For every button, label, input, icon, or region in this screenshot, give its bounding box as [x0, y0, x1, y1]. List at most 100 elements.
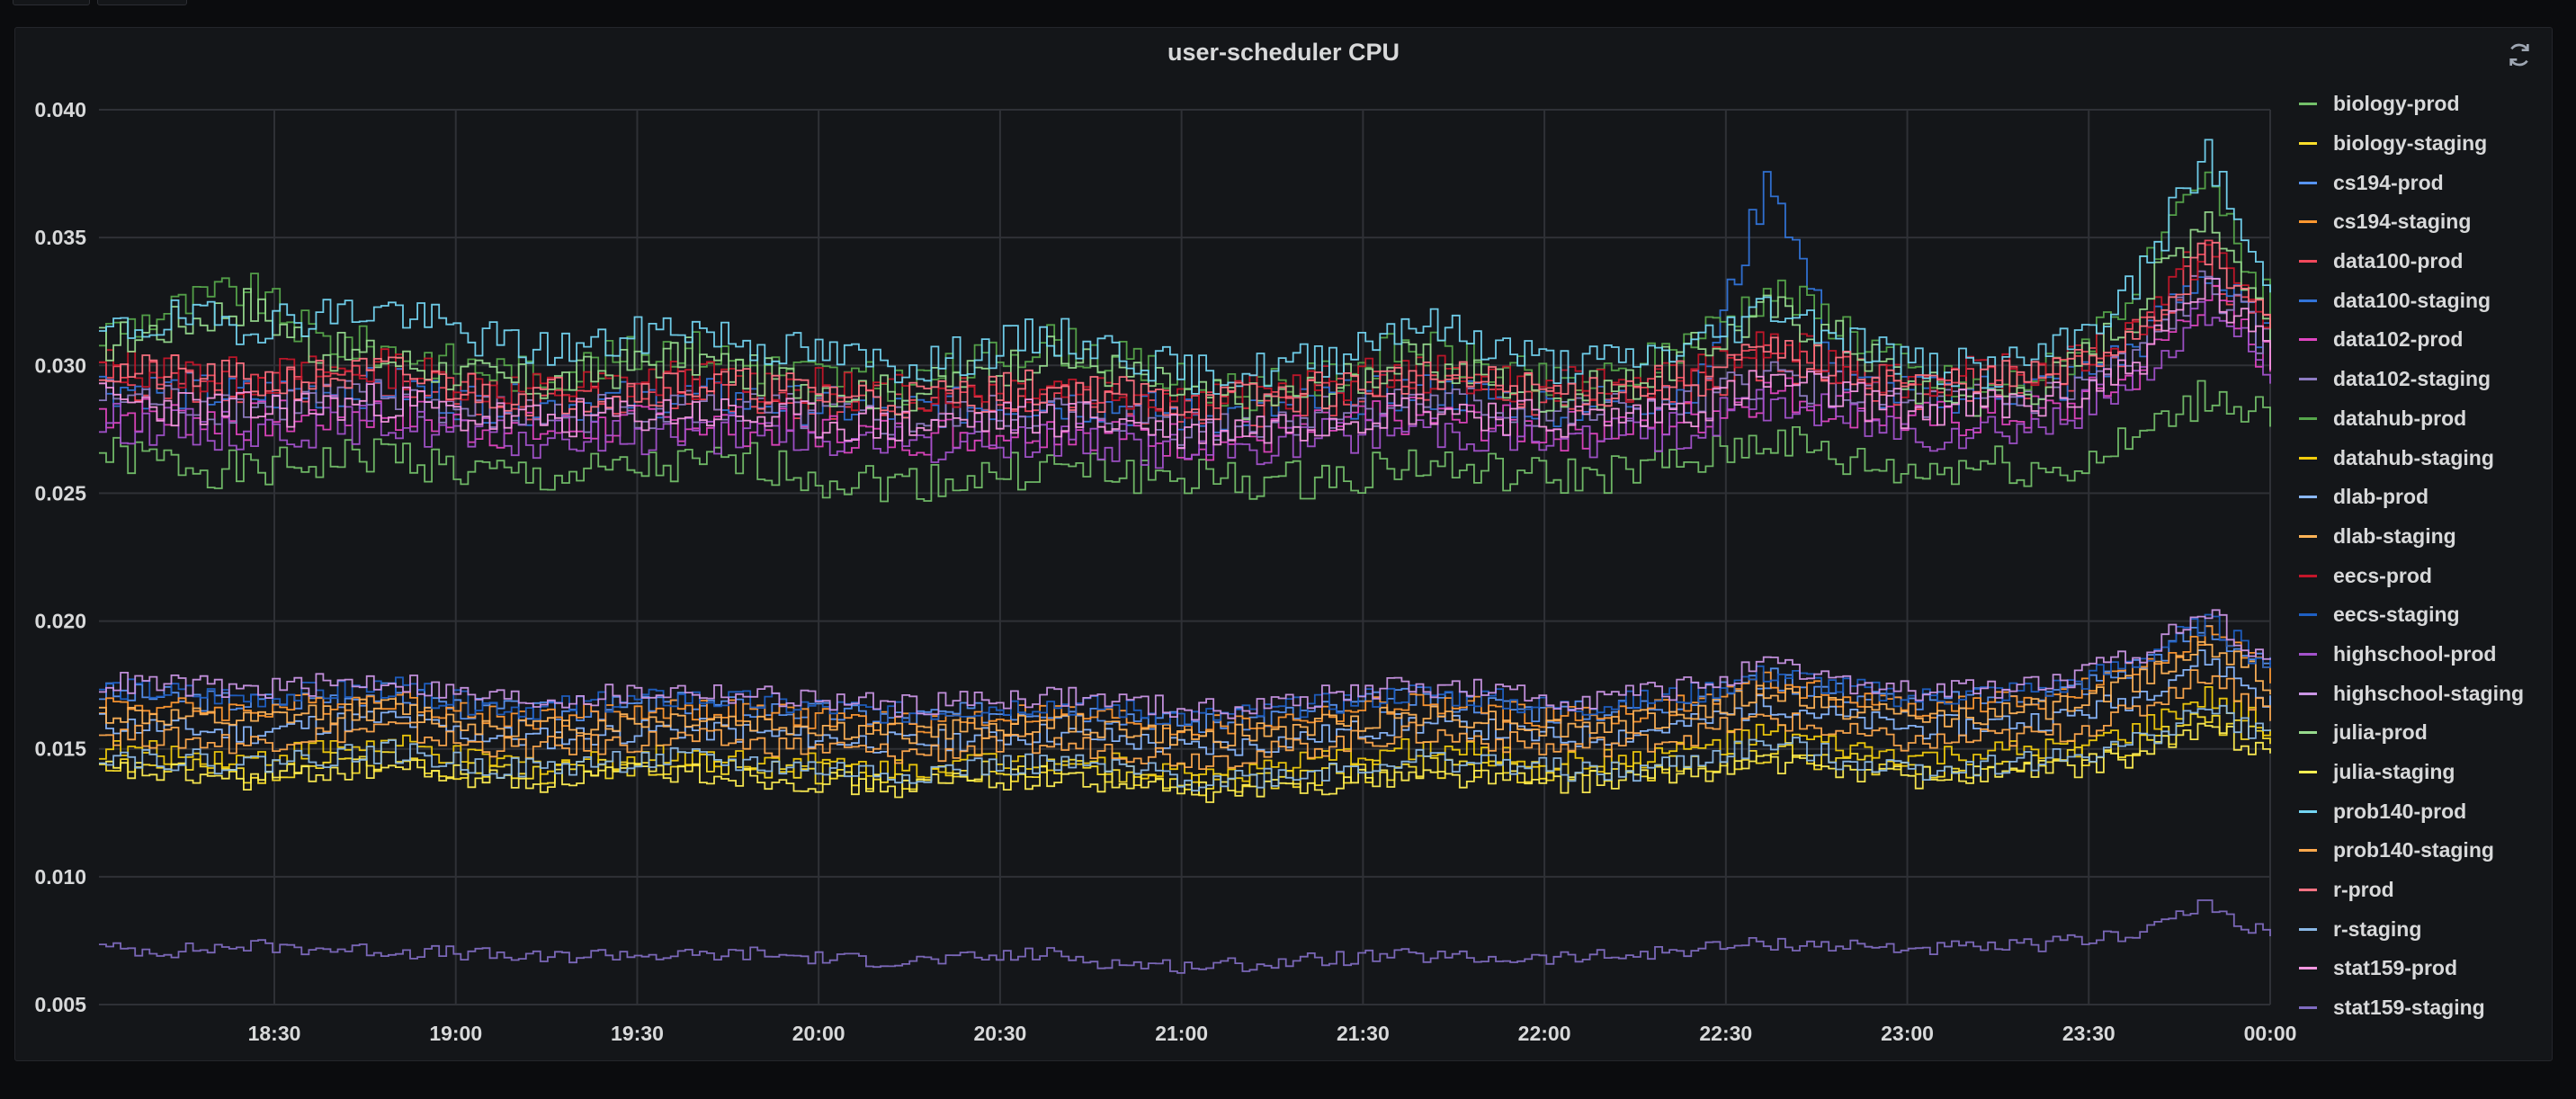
legend-item-eecs-staging[interactable]: eecs-staging — [2299, 595, 2542, 635]
series-line-eecs-prod — [99, 244, 2271, 419]
y-tick-label: 0.010 — [34, 865, 86, 889]
panel-title: user-scheduler CPU — [1167, 39, 1400, 66]
x-tick-label: 23:00 — [1881, 1022, 1934, 1045]
legend-label: prob140-staging — [2333, 838, 2494, 862]
legend-item-highschool-prod[interactable]: highschool-prod — [2299, 635, 2542, 675]
legend-item-julia-prod[interactable]: julia-prod — [2299, 713, 2542, 753]
legend-label: r-prod — [2333, 878, 2394, 902]
x-tick-label: 19:00 — [429, 1022, 482, 1045]
legend-label: data100-staging — [2333, 288, 2491, 312]
legend-item-prob140-staging[interactable]: prob140-staging — [2299, 831, 2542, 871]
legend-label: biology-staging — [2333, 131, 2488, 156]
legend-item-stat159-prod[interactable]: stat159-prod — [2299, 949, 2542, 988]
legend-item-stat159-staging[interactable]: stat159-staging — [2299, 988, 2542, 1028]
legend-swatch — [2299, 456, 2317, 460]
series-line-dlab-staging — [99, 640, 2271, 749]
x-tick-label: 23:30 — [2062, 1022, 2115, 1045]
legend-item-cs194-prod[interactable]: cs194-prod — [2299, 163, 2542, 202]
legend-item-r-staging[interactable]: r-staging — [2299, 909, 2542, 949]
legend-label: prob140-prod — [2333, 799, 2467, 823]
legend-label: data100-prod — [2333, 249, 2464, 273]
legend: biology-prod biology-staging cs194-prod cs1… — [2299, 85, 2542, 1028]
legend-label: datahub-staging — [2333, 445, 2494, 469]
legend-label: julia-staging — [2333, 760, 2455, 784]
x-tick-label: 00:00 — [2244, 1022, 2297, 1045]
legend-label: biology-prod — [2333, 92, 2460, 116]
legend-item-highschool-staging[interactable]: highschool-staging — [2299, 674, 2542, 713]
legend-item-data100-staging[interactable]: data100-staging — [2299, 281, 2542, 320]
legend-swatch — [2299, 378, 2317, 381]
x-tick-label: 18:30 — [248, 1022, 301, 1045]
series-line-julia-prod — [99, 211, 2271, 421]
legend-swatch — [2299, 299, 2317, 302]
legend-label: eecs-prod — [2333, 563, 2432, 587]
x-tick-label: 19:30 — [611, 1022, 664, 1045]
y-tick-label: 0.040 — [34, 98, 86, 121]
chart-panel: user-scheduler CPU — [14, 27, 2553, 1061]
legend-item-r-prod[interactable]: r-prod — [2299, 871, 2542, 910]
y-tick-label: 0.020 — [34, 610, 86, 633]
series-line-highschool-staging — [99, 609, 2271, 721]
legend-swatch — [2299, 652, 2317, 656]
legend-label: dlab-staging — [2333, 523, 2456, 548]
legend-label: dlab-prod — [2333, 485, 2429, 509]
legend-label: datahub-prod — [2333, 406, 2467, 430]
series-line-r-prod — [99, 241, 2271, 421]
legend-swatch — [2299, 496, 2317, 499]
legend-swatch — [2299, 613, 2317, 617]
legend-swatch — [2299, 534, 2317, 538]
legend-item-datahub-staging[interactable]: datahub-staging — [2299, 438, 2542, 478]
legend-item-data102-prod[interactable]: data102-prod — [2299, 320, 2542, 360]
x-tick-label: 21:30 — [1337, 1022, 1390, 1045]
legend-item-dlab-prod[interactable]: dlab-prod — [2299, 478, 2542, 517]
legend-label: stat159-prod — [2333, 956, 2458, 980]
series-line-prob140-staging — [99, 669, 2271, 770]
legend-item-data102-staging[interactable]: data102-staging — [2299, 360, 2542, 399]
legend-item-eecs-prod[interactable]: eecs-prod — [2299, 556, 2542, 595]
legend-swatch — [2299, 771, 2317, 774]
series-line-r-staging — [99, 704, 2271, 791]
legend-swatch — [2299, 1006, 2317, 1010]
series-line-biology-prod — [99, 380, 2271, 503]
legend-label: julia-prod — [2333, 720, 2428, 745]
legend-swatch — [2299, 220, 2317, 224]
top-tab-2[interactable] — [97, 0, 187, 5]
top-tab-1[interactable] — [13, 0, 90, 5]
x-tick-label: 21:00 — [1155, 1022, 1208, 1045]
legend-item-biology-staging[interactable]: biology-staging — [2299, 124, 2542, 164]
legend-label: eecs-staging — [2333, 603, 2460, 627]
legend-item-prob140-prod[interactable]: prob140-prod — [2299, 791, 2542, 831]
legend-label: data102-prod — [2333, 327, 2464, 352]
legend-label: r-staging — [2333, 916, 2422, 941]
legend-label: data102-staging — [2333, 367, 2491, 391]
refresh-icon[interactable] — [2505, 40, 2534, 69]
legend-item-dlab-staging[interactable]: dlab-staging — [2299, 517, 2542, 557]
legend-swatch — [2299, 927, 2317, 931]
legend-swatch — [2299, 181, 2317, 184]
y-tick-label: 0.030 — [34, 353, 86, 377]
legend-item-julia-staging[interactable]: julia-staging — [2299, 753, 2542, 792]
x-tick-label: 22:00 — [1518, 1022, 1571, 1045]
legend-item-data100-prod[interactable]: data100-prod — [2299, 242, 2542, 281]
y-tick-label: 0.015 — [34, 737, 86, 761]
legend-item-biology-prod[interactable]: biology-prod — [2299, 85, 2542, 124]
series-line-stat159-prod — [99, 277, 2271, 450]
y-tick-label: 0.025 — [34, 481, 86, 505]
x-tick-label: 20:00 — [792, 1022, 845, 1045]
legend-swatch — [2299, 889, 2317, 892]
legend-label: highschool-staging — [2333, 681, 2525, 705]
legend-item-cs194-staging[interactable]: cs194-staging — [2299, 202, 2542, 242]
legend-swatch — [2299, 849, 2317, 853]
series-line-prob140-prod — [99, 138, 2271, 395]
legend-swatch — [2299, 809, 2317, 813]
legend-swatch — [2299, 338, 2317, 342]
legend-label: cs194-staging — [2333, 210, 2472, 234]
legend-swatch — [2299, 142, 2317, 146]
legend-swatch — [2299, 967, 2317, 970]
legend-swatch — [2299, 731, 2317, 735]
y-tick-label: 0.035 — [34, 226, 86, 249]
series-line-stat159-staging — [99, 899, 2271, 974]
legend-item-datahub-prod[interactable]: datahub-prod — [2299, 399, 2542, 439]
legend-label: cs194-prod — [2333, 170, 2444, 194]
